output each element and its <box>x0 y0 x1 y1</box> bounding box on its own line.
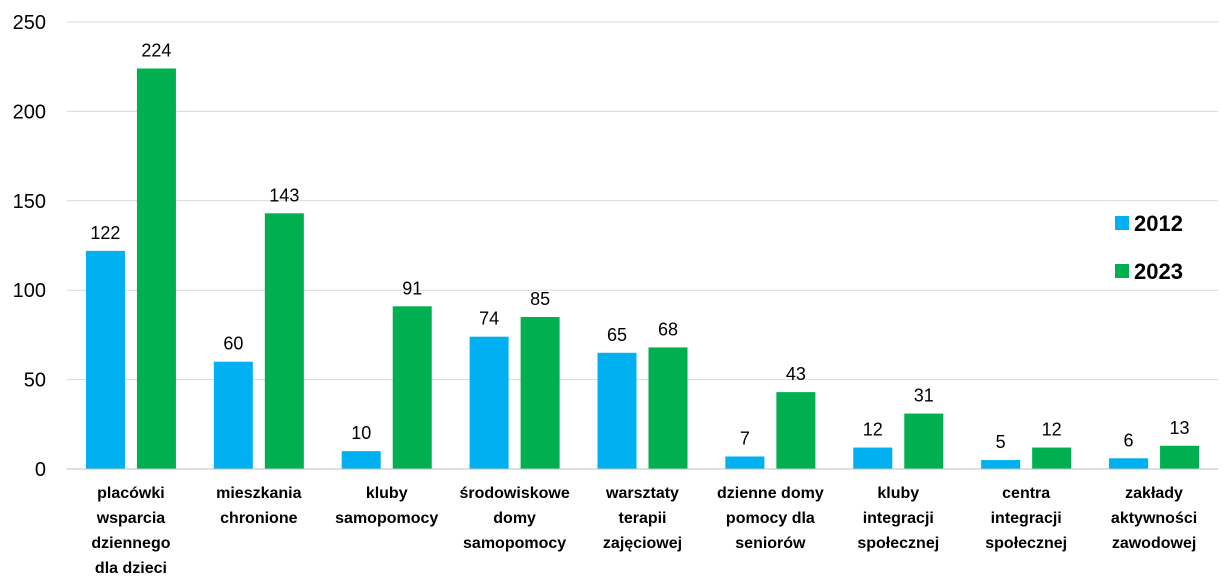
bar-2012-4 <box>597 352 637 469</box>
y-tick-label-150: 150 <box>13 191 46 213</box>
data-labels: 122 224 60 143 10 91 74 85 65 68 7 43 12 31 5 12 6 13 <box>90 40 1189 452</box>
x-tick-label-6-line-1: integracji <box>863 510 934 527</box>
data-label-2012-7: 5 <box>996 432 1006 452</box>
bar-2012-1 <box>213 361 253 469</box>
x-tick-label-5-line-1: pomocy dla <box>726 510 815 527</box>
gridlines <box>67 21 1218 381</box>
x-tick-label-2-line-1: samopomocy <box>335 510 438 527</box>
bar-2023-4 <box>648 347 688 469</box>
legend-label-2023: 2023 <box>1134 259 1183 284</box>
bar-2023-1 <box>264 213 304 469</box>
legend-swatch-2023 <box>1115 264 1129 278</box>
data-label-2012-1: 60 <box>223 334 243 354</box>
data-label-2023-1: 143 <box>269 185 299 205</box>
data-label-2012-0: 122 <box>90 223 120 243</box>
x-tick-label-4-line-0: warsztaty <box>605 485 679 502</box>
data-label-2023-4: 68 <box>658 319 678 339</box>
x-tick-label-8-line-2: zawodowej <box>1112 535 1196 552</box>
x-tick-label-3-line-1: domy <box>493 510 536 527</box>
data-label-2012-3: 74 <box>479 309 499 329</box>
bar-2023-2 <box>392 306 432 469</box>
x-tick-label-8-line-1: aktywności <box>1111 510 1197 527</box>
data-label-2023-2: 91 <box>402 278 422 298</box>
data-label-2023-8: 13 <box>1170 418 1190 438</box>
x-tick-label-6-line-2: społecznej <box>857 535 939 552</box>
bar-2023-0 <box>136 68 176 469</box>
x-tick-label-1-line-0: mieszkania <box>216 485 301 502</box>
x-tick-label-1-line-1: chronione <box>220 510 297 527</box>
data-label-2023-0: 224 <box>141 40 171 60</box>
bar-2012-3 <box>469 336 509 469</box>
data-label-2023-7: 12 <box>1042 420 1062 440</box>
y-tick-label-50: 50 <box>24 370 46 392</box>
x-tick-label-6-line-0: kluby <box>877 485 919 502</box>
bar-2012-2 <box>341 451 381 469</box>
y-tick-label-100: 100 <box>13 280 46 302</box>
legend-swatch-2012 <box>1115 216 1129 230</box>
bar-2012-6 <box>853 447 893 469</box>
bar-2023-8 <box>1160 445 1200 469</box>
bar-2023-3 <box>520 317 560 469</box>
x-tick-label-0-line-1: wsparcia <box>96 510 166 527</box>
x-tick-label-7-line-1: integracji <box>991 510 1062 527</box>
bar-2012-0 <box>85 250 125 469</box>
bar-2012-8 <box>1109 458 1149 469</box>
x-axis: placówki wsparcia dziennego dla dzieci miesz… <box>67 468 1218 577</box>
x-tick-label-7-line-0: centra <box>1002 485 1050 502</box>
bars <box>85 68 1200 469</box>
x-tick-label-2-line-0: kluby <box>366 485 408 502</box>
bar-2012-5 <box>725 456 765 469</box>
y-tick-label-250: 250 <box>13 12 46 34</box>
y-tick-label-0: 0 <box>35 459 46 481</box>
x-tick-label-3-line-0: środowiskowe <box>459 485 569 502</box>
bar-2023-5 <box>776 392 816 469</box>
data-label-2023-3: 85 <box>530 289 550 309</box>
data-label-2012-4: 65 <box>607 325 627 345</box>
x-tick-label-0-line-2: dziennego <box>91 535 170 552</box>
x-tick-label-0-line-0: placówki <box>97 485 165 502</box>
data-label-2023-5: 43 <box>786 364 806 384</box>
y-tick-label-200: 200 <box>13 101 46 123</box>
x-tick-label-5-line-0: dzienne domy <box>717 485 824 502</box>
x-tick-label-7-line-2: społecznej <box>985 535 1067 552</box>
data-label-2012-5: 7 <box>740 428 750 448</box>
x-tick-label-4-line-2: zajęciowej <box>603 535 682 552</box>
legend-label-2012: 2012 <box>1134 211 1183 236</box>
bar-2023-7 <box>1032 447 1072 469</box>
x-tick-label-3-line-2: samopomocy <box>463 535 566 552</box>
bar-2023-6 <box>904 413 944 469</box>
legend: 2012 2023 <box>1115 211 1183 284</box>
y-axis-tick-labels: 0 50 100 150 200 250 <box>13 12 46 481</box>
data-label-2012-8: 6 <box>1124 430 1134 450</box>
bar-2012-7 <box>981 460 1021 469</box>
data-label-2023-6: 31 <box>914 386 934 406</box>
x-tick-label-5-line-2: seniorów <box>735 535 806 552</box>
data-label-2012-6: 12 <box>863 420 883 440</box>
x-tick-label-8-line-0: zakłady <box>1125 485 1183 502</box>
x-tick-label-0-line-3: dla dzieci <box>95 560 167 577</box>
x-tick-label-4-line-1: terapii <box>618 510 666 527</box>
data-label-2012-2: 10 <box>351 423 371 443</box>
